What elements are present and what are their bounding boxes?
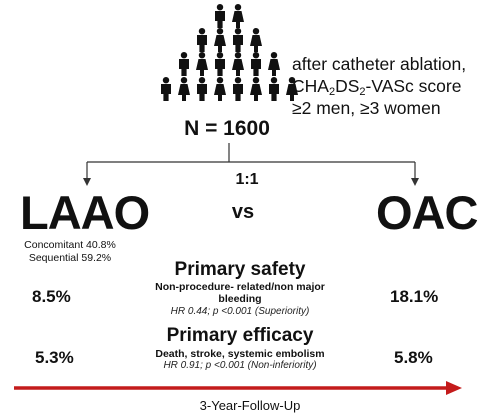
- arrow-down-right-icon: [411, 178, 419, 186]
- person-icon: [214, 28, 226, 52]
- criteria-line-2: CHA2DS2-VASc score: [292, 76, 462, 98]
- person-icon: [250, 77, 262, 101]
- person-icon: [233, 77, 243, 101]
- safety-statistic: HR 0.44; p <0.001 (Superiority): [170, 306, 310, 317]
- person-icon: [286, 77, 298, 101]
- person-icon: [179, 52, 189, 76]
- randomization-ratio: 1:1: [235, 171, 259, 188]
- laao-concomitant: Concomitant 40.8%: [24, 239, 116, 251]
- efficacy-laao-value: 5.3%: [35, 348, 74, 367]
- arrow-down-left-icon: [83, 178, 91, 186]
- efficacy-oac-value: 5.8%: [394, 348, 433, 367]
- laao-sequential: Sequential 59.2%: [28, 252, 112, 264]
- arm-laao-title: LAAO: [20, 186, 150, 239]
- person-icon: [232, 52, 244, 76]
- criteria-line-3: ≥2 men, ≥3 women: [292, 98, 441, 118]
- person-icon: [251, 52, 261, 76]
- person-icon: [215, 3, 225, 28]
- safety-definition: Non-procedure- related/non major bleedin…: [155, 281, 325, 305]
- person-icon: [178, 77, 190, 101]
- person-icon: [269, 77, 279, 101]
- criteria-line-1: after catheter ablation,: [292, 54, 467, 74]
- person-icon: [196, 52, 208, 76]
- arrow-right-icon: [446, 381, 462, 395]
- person-icon: [250, 28, 262, 52]
- safety-heading: Primary safety: [174, 259, 306, 280]
- person-icon: [197, 28, 207, 52]
- person-icon: [233, 28, 243, 52]
- efficacy-statistic: HR 0.91; p <0.001 (Non-inferiority): [163, 360, 317, 371]
- person-icon: [215, 52, 225, 76]
- person-icon: [268, 52, 280, 76]
- safety-oac-value: 18.1%: [390, 287, 439, 306]
- person-icon: [232, 3, 244, 28]
- versus-label: vs: [231, 201, 255, 223]
- safety-laao-value: 8.5%: [32, 287, 71, 306]
- person-icon: [161, 77, 171, 101]
- person-icon: [197, 77, 207, 101]
- total-participants: N = 1600: [184, 117, 270, 140]
- efficacy-definition: Death, stroke, systemic embolism: [155, 348, 325, 360]
- efficacy-heading: Primary efficacy: [166, 325, 314, 346]
- person-icon: [214, 77, 226, 101]
- follow-up-label: 3-Year-Follow-Up: [199, 398, 301, 413]
- arm-oac-title: OAC: [376, 186, 478, 239]
